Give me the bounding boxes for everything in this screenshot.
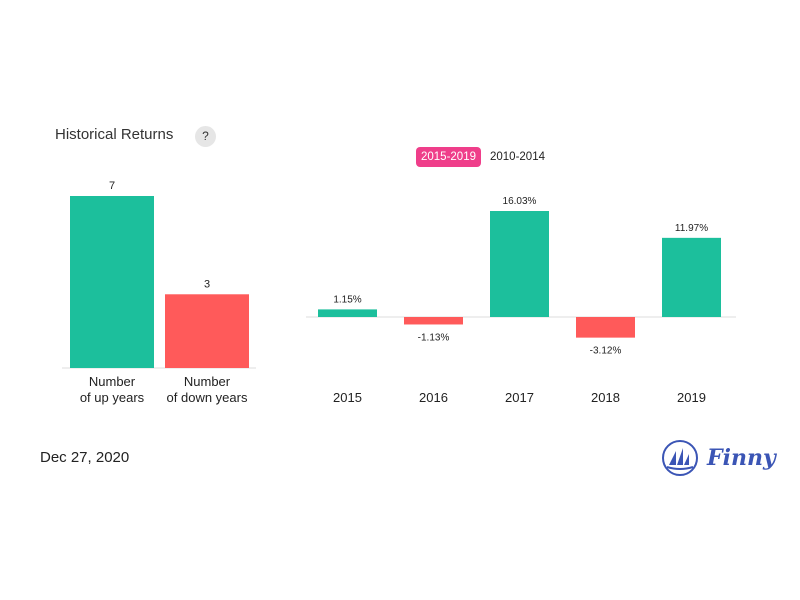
help-icon[interactable]: ?	[195, 126, 216, 147]
return-bar-2016	[404, 317, 463, 325]
up-years-bar	[70, 196, 154, 368]
up-years-category-label: Number	[89, 374, 136, 389]
return-bar-2015	[318, 309, 377, 317]
down-years-category-label: of down years	[167, 390, 248, 405]
return-value-label-2018: -3.12%	[590, 346, 622, 357]
return-bar-2018	[576, 317, 635, 338]
down-years-value-label: 3	[204, 278, 210, 290]
return-bar-2017	[490, 211, 549, 317]
year-tick-label-2018: 2018	[591, 390, 620, 405]
return-value-label-2015: 1.15%	[333, 294, 361, 305]
year-tick-label-2017: 2017	[505, 390, 534, 405]
period-tabs: 2015-2019 2010-2014	[416, 147, 550, 167]
year-tick-label-2019: 2019	[677, 390, 706, 405]
section-title: Historical Returns	[55, 126, 174, 143]
tab-2015-2019[interactable]: 2015-2019	[416, 147, 481, 167]
return-value-label-2017: 16.03%	[503, 196, 537, 207]
up-years-value-label: 7	[109, 180, 115, 192]
return-value-label-2019: 11.97%	[675, 223, 708, 234]
tab-2010-2014[interactable]: 2010-2014	[490, 151, 545, 163]
sailboat-logo-icon	[662, 440, 698, 476]
brand-name: Finny	[707, 445, 776, 471]
as-of-date: Dec 27, 2020	[40, 449, 130, 466]
return-bar-2019	[662, 237, 721, 317]
up-years-category-label: of up years	[80, 390, 145, 405]
year-tick-label-2015: 2015	[333, 390, 362, 405]
down-years-bar	[165, 294, 249, 368]
down-years-category-label: Number	[184, 374, 231, 389]
return-value-label-2016: -1.13%	[418, 332, 450, 343]
brand-logo: Finny	[661, 439, 776, 477]
year-tick-label-2016: 2016	[419, 390, 448, 405]
